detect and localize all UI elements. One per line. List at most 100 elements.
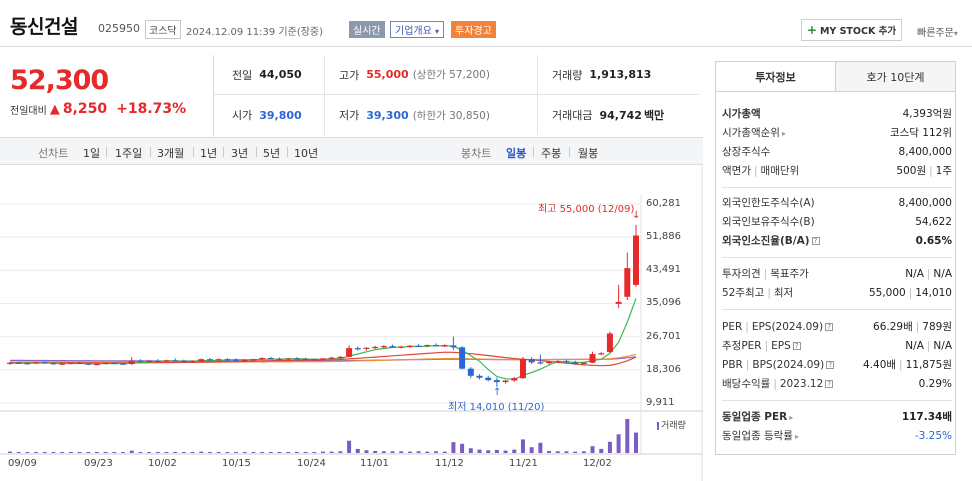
toolbar-divider (256, 147, 257, 157)
volume-bar (86, 451, 91, 453)
period-10y[interactable]: 10년 (294, 147, 319, 160)
candle-body (485, 377, 492, 381)
volume-bar (329, 451, 334, 453)
volume-legend: 거래량 (657, 418, 686, 431)
arrow-right-icon[interactable]: ▸ (781, 129, 786, 138)
price-chart[interactable]: 5 20 60 120 60,281 51,886 43,491 35,096 … (0, 165, 703, 481)
candle-body (198, 359, 205, 362)
foreign-hold-value: 54,622 (915, 215, 952, 228)
help-icon[interactable]: ? (792, 342, 801, 350)
high-cell: 고가 55,000 (상한가 57,200) (325, 55, 538, 94)
period-monthly[interactable]: 월봉 (578, 147, 599, 160)
volume-bar (381, 451, 386, 453)
candle-body (276, 358, 283, 360)
tab-order-book[interactable]: 호가 10단계 (836, 62, 955, 91)
y-tick-label: 43,491 (646, 264, 681, 275)
arrow-right-icon[interactable]: ▸ (789, 413, 794, 422)
candle-body (189, 361, 196, 363)
price-change: 전일대비 ▲ 8,250 +18.73% (10, 101, 210, 117)
y-tick-label: 60,281 (646, 198, 681, 209)
period-1y[interactable]: 1년 (200, 147, 218, 160)
period-1w[interactable]: 1주일 (115, 147, 143, 160)
investment-info-panel: 투자정보 호가 10단계 시가총액 4,393억원 시가총액순위 ▸ 코스닥 112위… (715, 61, 956, 455)
volume-bar (268, 451, 273, 453)
separator: | (745, 358, 750, 371)
volume-bar (199, 451, 204, 453)
toolbar-divider (533, 147, 534, 157)
help-icon[interactable]: ? (825, 322, 834, 331)
separator: | (763, 268, 768, 280)
header-divider (0, 46, 972, 47)
candle-body (50, 363, 57, 365)
info-row: 동일업종 등락률 ▸ -3.25% (722, 426, 952, 445)
candle-body (398, 346, 405, 348)
separator: | (767, 287, 771, 299)
prev-close-value: 44,050 (259, 68, 302, 81)
candle-body (380, 346, 387, 348)
opinion-section: 투자의견 | 목표주가 N/A | N/A 52주최고 | 최저 55,000 | 14,010 (722, 264, 952, 302)
candle-chart-tab[interactable]: 봉차트 (461, 147, 492, 160)
candle-body (615, 301, 622, 304)
tab-investment-info[interactable]: 투자정보 (716, 62, 836, 91)
period-daily[interactable]: 일봉 (506, 147, 527, 160)
info-row: 액면가 | 매매단위 500원 | 1주 (722, 161, 952, 180)
bps-value: 11,875원 (905, 359, 952, 371)
candle-body (328, 357, 335, 359)
separator: | (908, 286, 913, 299)
candle-body (146, 360, 153, 362)
trade-amount-cell: 거래대금 94,742 백만 (538, 95, 699, 135)
y-tick-label: 35,096 (646, 297, 681, 308)
help-icon[interactable]: ? (826, 360, 835, 369)
candle-body (502, 380, 509, 383)
candle-body (415, 345, 422, 347)
arrow-down-icon: ↓ (632, 210, 641, 221)
volume-bar (373, 450, 378, 453)
line-chart-tab[interactable]: 선차트 (38, 147, 69, 160)
add-my-stock-button[interactable]: + MY STOCK 추가 (801, 19, 902, 41)
market-badge: 코스닥 (145, 20, 181, 39)
industry-section: 동일업종 PER ▸ 117.34배 동일업종 등락률 ▸ -3.25% (722, 407, 952, 445)
bps-label: BPS(2024.09) (752, 358, 825, 371)
volume-bar (277, 451, 282, 453)
separator: | (929, 165, 933, 177)
period-1d[interactable]: 1일 (83, 147, 101, 160)
info-row: 배당수익률 | 2023.12? 0.29% (722, 374, 952, 393)
stock-code: 025950 (98, 22, 140, 35)
help-icon[interactable]: ? (811, 237, 820, 245)
pbr-label: PBR (722, 358, 743, 371)
volume-bar (207, 451, 212, 453)
open-cell: 시가 39,800 (214, 95, 325, 135)
candle-body (580, 362, 587, 364)
current-price-box: 52,300 전일대비 ▲ 8,250 +18.73% (0, 55, 214, 137)
arrow-right-icon[interactable]: ▸ (794, 432, 799, 441)
volume-legend-label: 거래량 (661, 421, 686, 431)
period-3m[interactable]: 3개월 (157, 147, 185, 160)
candle-body (493, 380, 500, 383)
market-cap-section: 시가총액 4,393억원 시가총액순위 ▸ 코스닥 112위 상장주식수 8,400,0… (722, 104, 952, 180)
volume-bar (529, 447, 534, 453)
low-cell: 저가 39,300 (하한가 30,850) (325, 95, 538, 135)
candle-body (372, 346, 379, 349)
volume-bar (520, 439, 525, 453)
candle-body (285, 358, 292, 360)
volume-bar (442, 451, 447, 453)
candle-body (41, 362, 48, 364)
eps-label: EPS(2024.09) (751, 320, 824, 333)
shares-value: 8,400,000 (898, 145, 952, 158)
candle-body (76, 362, 83, 364)
trade-amount-value: 94,742 (599, 108, 642, 122)
period-5y[interactable]: 5년 (263, 147, 281, 160)
candle-body (163, 360, 170, 362)
market-cap-rank-label: 시가총액순위 (722, 127, 780, 139)
period-weekly[interactable]: 주봉 (541, 147, 562, 160)
realtime-button[interactable]: 실시간 (349, 21, 385, 38)
open-label: 시가 (232, 109, 253, 122)
volume-bar (634, 432, 638, 453)
chevron-down-icon: ▾ (953, 29, 958, 38)
help-icon[interactable]: ? (825, 380, 834, 388)
company-overview-dropdown[interactable]: 기업개요 ▾ (390, 21, 445, 38)
candle-body (120, 363, 127, 365)
candle-body (320, 358, 326, 360)
quick-order-button[interactable]: 빠른주문▾ (917, 24, 958, 39)
period-3y[interactable]: 3년 (231, 147, 249, 160)
